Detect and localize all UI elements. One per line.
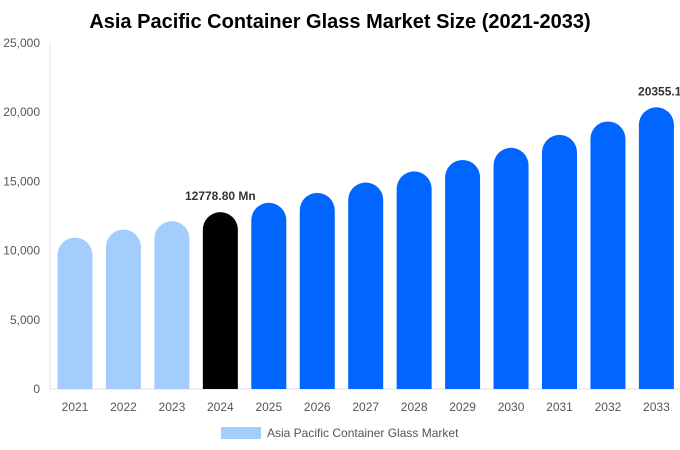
x-tick-label: 2033 xyxy=(643,400,670,414)
y-tick-label: 25,000 xyxy=(3,36,40,50)
legend-swatch[interactable] xyxy=(221,427,261,439)
chart-title: Asia Pacific Container Glass Market Size… xyxy=(89,11,590,33)
x-tick-label: 2021 xyxy=(62,400,89,414)
x-tick-label: 2025 xyxy=(255,400,282,414)
bar-2031[interactable] xyxy=(542,134,577,389)
x-tick-label: 2030 xyxy=(498,400,525,414)
bar-2022[interactable] xyxy=(105,229,141,389)
y-tick-label: 5,000 xyxy=(10,313,40,327)
y-tick-label: 20,000 xyxy=(3,105,40,119)
x-tick-label: 2026 xyxy=(304,400,331,414)
x-tick-label: 2023 xyxy=(159,400,186,414)
y-tick-label: 10,000 xyxy=(3,244,40,258)
data-label: 12778.80 Mn xyxy=(185,189,256,203)
x-tick-label: 2022 xyxy=(110,400,137,414)
bar-2033[interactable] xyxy=(638,107,674,389)
bar-2032[interactable] xyxy=(590,121,626,390)
bar-2026[interactable] xyxy=(299,192,335,389)
x-tick-label: 2024 xyxy=(207,400,234,414)
x-tick-label: 2027 xyxy=(352,400,379,414)
bar-2030[interactable] xyxy=(493,147,529,389)
y-tick-label: 0 xyxy=(33,382,40,396)
data-label: 20355.12 Mn xyxy=(638,84,680,98)
bar-2027[interactable] xyxy=(348,182,384,389)
bar-2023[interactable] xyxy=(154,221,190,389)
legend-label[interactable]: Asia Pacific Container Glass Market xyxy=(267,426,459,440)
bar-2025[interactable] xyxy=(251,202,287,389)
x-tick-label: 2028 xyxy=(401,400,428,414)
bar-2024[interactable] xyxy=(202,212,238,389)
bar-2021[interactable] xyxy=(57,237,93,389)
bar-2029[interactable] xyxy=(445,159,481,389)
x-tick-label: 2031 xyxy=(546,400,573,414)
x-tick-label: 2032 xyxy=(595,400,622,414)
y-tick-label: 15,000 xyxy=(3,174,40,188)
x-tick-label: 2029 xyxy=(449,400,476,414)
bar-2028[interactable] xyxy=(396,171,432,389)
